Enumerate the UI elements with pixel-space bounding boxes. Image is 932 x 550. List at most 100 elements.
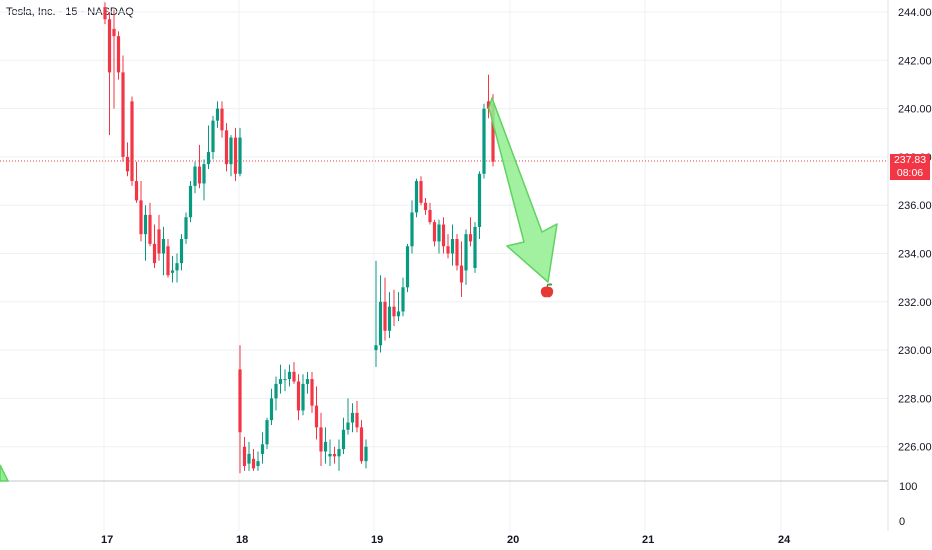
current-price-badge: 237.83 08:06 — [890, 154, 930, 180]
candle — [269, 388, 274, 425]
price-tick-label: 242.00 — [898, 55, 932, 67]
candle — [283, 369, 287, 392]
time-tick-label: 19 — [371, 534, 383, 546]
price-tick-label: 232.00 — [898, 297, 932, 309]
candle — [143, 205, 148, 261]
candle — [437, 219, 441, 254]
candle — [355, 400, 359, 433]
candle — [346, 398, 350, 435]
price-tick-label: 228.00 — [898, 393, 932, 405]
volume-label-0: 0 — [899, 516, 905, 528]
candle — [125, 142, 130, 177]
candle — [477, 171, 482, 240]
time-tick-label: 20 — [507, 534, 519, 546]
candle — [152, 224, 157, 268]
candle — [206, 125, 211, 169]
candle — [428, 202, 432, 225]
candle — [238, 345, 242, 474]
candle — [337, 439, 341, 471]
candle — [310, 371, 314, 413]
candle — [296, 374, 301, 421]
candle — [134, 161, 139, 203]
price-tick-label: 234.00 — [898, 249, 932, 261]
candle — [287, 364, 292, 387]
candle — [301, 374, 305, 416]
candle — [459, 241, 464, 297]
candle — [464, 229, 468, 285]
candle — [359, 420, 364, 464]
candle — [112, 9, 116, 109]
candle — [328, 439, 332, 467]
price-tick-label: 226.00 — [898, 442, 932, 454]
candles — [103, 2, 495, 474]
candle — [148, 202, 152, 247]
candle — [374, 260, 378, 368]
candle — [482, 103, 486, 179]
candle — [341, 417, 346, 454]
candle — [224, 123, 229, 172]
candle — [188, 181, 193, 223]
candle — [121, 55, 125, 162]
candle — [193, 161, 197, 194]
candle — [473, 222, 477, 273]
candle — [323, 427, 328, 464]
candle — [242, 437, 247, 471]
candle — [401, 277, 405, 317]
candle — [251, 449, 256, 471]
price-tick-label: 244.00 — [898, 7, 932, 19]
time-tick-label: 17 — [101, 534, 113, 546]
volume-label-100: 100 — [899, 481, 917, 493]
candle — [423, 197, 428, 215]
candle — [278, 364, 283, 394]
candle — [468, 217, 473, 247]
candle — [292, 362, 296, 384]
candle — [161, 226, 166, 276]
candle — [350, 403, 355, 433]
candle — [387, 292, 392, 339]
candle — [170, 255, 175, 283]
candle — [211, 115, 215, 160]
apple-icon — [540, 283, 554, 298]
time-axis: 17 18 19 20 21 24 — [101, 534, 791, 546]
candle — [184, 212, 188, 244]
candle — [175, 253, 179, 283]
candle — [419, 176, 423, 206]
candle — [319, 412, 323, 467]
candle — [107, 12, 112, 136]
candle — [432, 219, 437, 247]
candle — [215, 101, 220, 128]
candle — [383, 277, 387, 341]
candle — [441, 217, 446, 254]
candle — [179, 234, 184, 271]
candle — [392, 289, 396, 326]
candle — [455, 234, 459, 271]
candle — [233, 127, 238, 182]
time-tick-label: 18 — [236, 534, 248, 546]
candle — [265, 417, 269, 450]
candle — [396, 292, 401, 322]
candle — [446, 234, 450, 259]
price-tick-label: 240.00 — [898, 104, 932, 116]
time-tick-label: 24 — [778, 534, 791, 546]
candle — [197, 144, 202, 189]
candle — [486, 74, 491, 119]
price-axis: 244.00242.00240.00238.00236.00234.00232.… — [898, 7, 932, 454]
candle — [305, 371, 310, 394]
current-price-label: 237.83 — [893, 154, 927, 166]
candle — [364, 439, 368, 469]
candle — [256, 451, 260, 471]
candle — [157, 214, 161, 261]
candle — [410, 200, 414, 254]
candle — [405, 243, 410, 293]
candle — [166, 239, 170, 278]
candle — [238, 127, 242, 177]
prior-arrow-tip — [0, 464, 10, 482]
price-tick-label: 236.00 — [898, 200, 932, 212]
candle — [220, 101, 224, 138]
projection-arrow-shape[interactable] — [488, 97, 558, 283]
bar-countdown-label: 08:06 — [896, 167, 924, 179]
projection-arrow[interactable] — [0, 97, 558, 482]
candle — [378, 275, 383, 353]
candle — [139, 181, 143, 242]
